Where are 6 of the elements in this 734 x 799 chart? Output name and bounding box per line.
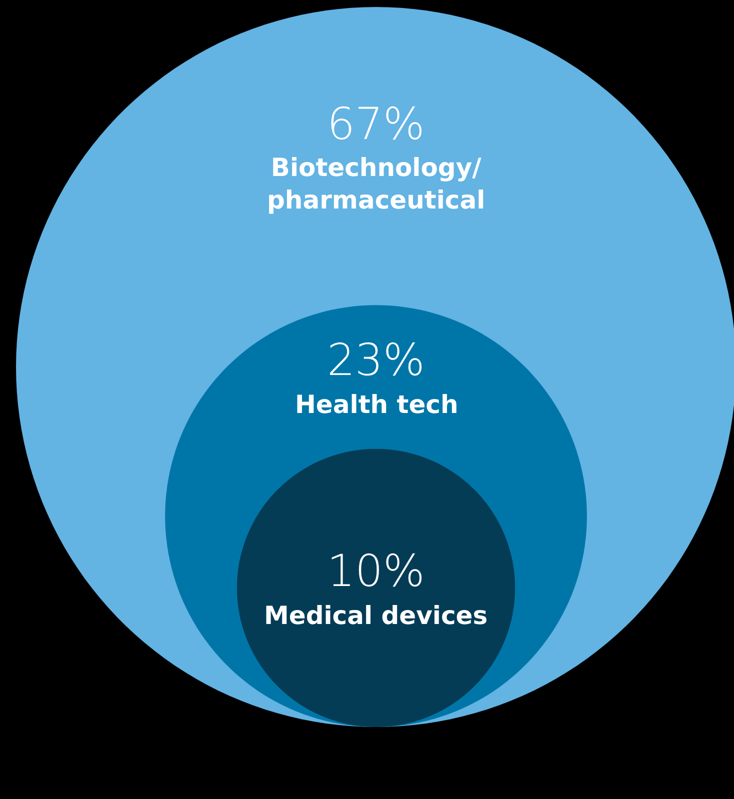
category-label: Health tech [295,390,458,419]
category-label: Medical devices [264,601,488,630]
data-label: 23% [327,335,425,386]
data-label: 67% [327,99,425,150]
category-label: Biotechnology/pharmaceutical [267,153,486,214]
data-label: 10% [327,546,425,597]
